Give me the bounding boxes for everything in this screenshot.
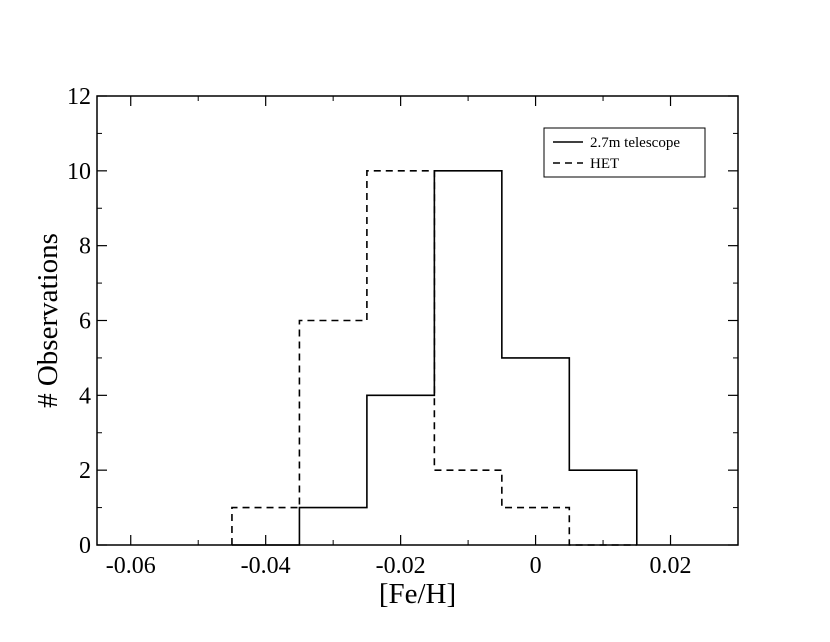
x-tick-label: 0.02 — [650, 553, 692, 579]
legend: 2.7m telescope HET — [543, 127, 706, 178]
x-tick-label: -0.04 — [241, 553, 291, 579]
legend-label-2.7m-telescope: 2.7m telescope — [590, 135, 680, 151]
y-tick-label: 4 — [79, 383, 91, 409]
y-tick-label: 2 — [79, 458, 91, 484]
x-axis-title: [Fe/H] — [379, 578, 456, 610]
series-layer — [231, 170, 638, 546]
legend-label-het: HET — [590, 156, 619, 172]
y-axis: 0 2 4 6 8 10 12 — [67, 84, 738, 559]
y-tick-label: 12 — [67, 84, 91, 110]
x-axis: -0.06 -0.04 -0.02 0 0.02 — [106, 96, 739, 579]
x-tick-label: -0.02 — [376, 553, 426, 579]
y-tick-label: 6 — [79, 309, 91, 335]
x-tick-label: -0.06 — [106, 553, 156, 579]
x-tick-label: 0 — [530, 553, 542, 579]
y-tick-label: 0 — [79, 533, 91, 559]
y-axis-title: # Observations — [32, 233, 64, 408]
legend-box — [543, 127, 706, 178]
series-2.7m-telescope-step — [231, 170, 638, 546]
y-tick-label: 8 — [79, 234, 91, 260]
y-tick-label: 10 — [67, 159, 91, 185]
series-het-step — [231, 170, 637, 546]
